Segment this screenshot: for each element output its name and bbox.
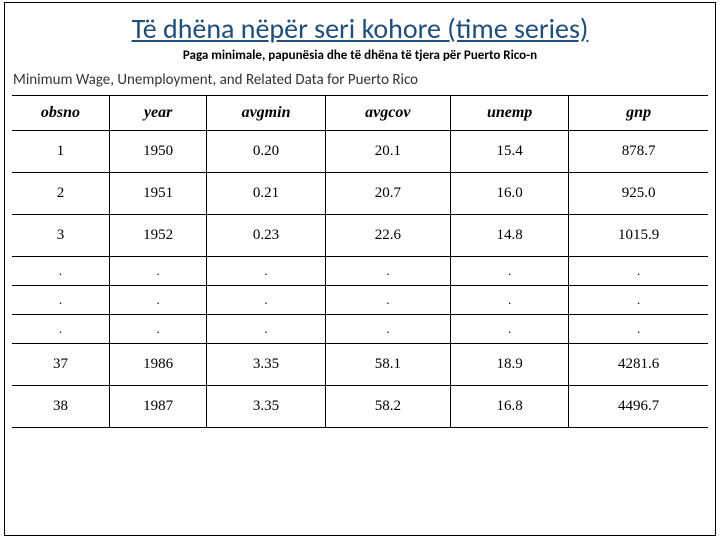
table-cell: .: [450, 257, 568, 286]
data-table: obsno year avgmin avgcov unemp gnp 11950…: [12, 95, 708, 428]
table-cell: .: [12, 315, 109, 344]
table-cell: 2: [12, 173, 109, 215]
table-cell: 38: [12, 386, 109, 428]
col-unemp: unemp: [450, 96, 568, 131]
col-obsno: obsno: [12, 96, 109, 131]
table-header-row: obsno year avgmin avgcov unemp gnp: [12, 96, 708, 131]
table-cell: 3.35: [207, 344, 325, 386]
table-row: ......: [12, 315, 708, 344]
slide-frame: Të dhëna nëpër seri kohore (time series)…: [4, 2, 716, 536]
table-cell: .: [207, 315, 325, 344]
table-row: ......: [12, 286, 708, 315]
table-cell: 18.9: [450, 344, 568, 386]
table-cell: .: [207, 257, 325, 286]
table-cell: .: [325, 257, 450, 286]
col-year: year: [109, 96, 206, 131]
table-cell: 58.1: [325, 344, 450, 386]
page-title: Të dhëna nëpër seri kohore (time series): [5, 3, 715, 46]
table-cell: 4496.7: [569, 386, 708, 428]
table-cell: .: [450, 286, 568, 315]
table-cell: 16.0: [450, 173, 568, 215]
table-cell: 0.20: [207, 131, 325, 173]
table-cell: 1950: [109, 131, 206, 173]
table-title: Minimum Wage, Unemployment, and Related …: [5, 71, 715, 95]
table-cell: 3.35: [207, 386, 325, 428]
table-cell: 0.23: [207, 215, 325, 257]
table-row: 119500.2020.115.4878.7: [12, 131, 708, 173]
table-cell: 16.8: [450, 386, 568, 428]
col-avgmin: avgmin: [207, 96, 325, 131]
table-cell: 20.1: [325, 131, 450, 173]
table-cell: 1951: [109, 173, 206, 215]
table-row: 219510.2120.716.0925.0: [12, 173, 708, 215]
table-cell: .: [109, 286, 206, 315]
table-row: 3719863.3558.118.94281.6: [12, 344, 708, 386]
table-cell: .: [12, 257, 109, 286]
table-cell: 4281.6: [569, 344, 708, 386]
table-cell: .: [109, 315, 206, 344]
table-cell: 1986: [109, 344, 206, 386]
table-cell: 1987: [109, 386, 206, 428]
table-row: 319520.2322.614.81015.9: [12, 215, 708, 257]
table-cell: 58.2: [325, 386, 450, 428]
table-cell: .: [569, 315, 708, 344]
table-cell: 0.21: [207, 173, 325, 215]
col-gnp: gnp: [569, 96, 708, 131]
table-cell: .: [325, 315, 450, 344]
table-cell: .: [325, 286, 450, 315]
table-cell: 20.7: [325, 173, 450, 215]
table-cell: .: [450, 315, 568, 344]
table-row: ......: [12, 257, 708, 286]
table-row: 3819873.3558.216.84496.7: [12, 386, 708, 428]
table-cell: .: [12, 286, 109, 315]
table-cell: 15.4: [450, 131, 568, 173]
table-cell: 37: [12, 344, 109, 386]
table-cell: 925.0: [569, 173, 708, 215]
table-cell: .: [109, 257, 206, 286]
table-cell: .: [569, 257, 708, 286]
col-avgcov: avgcov: [325, 96, 450, 131]
table-cell: 1015.9: [569, 215, 708, 257]
table-cell: 14.8: [450, 215, 568, 257]
table-cell: 1: [12, 131, 109, 173]
table-cell: 3: [12, 215, 109, 257]
page-subtitle: Paga minimale, papunësia dhe të dhëna të…: [5, 46, 715, 71]
table-cell: 1952: [109, 215, 206, 257]
table-cell: 878.7: [569, 131, 708, 173]
table-cell: 22.6: [325, 215, 450, 257]
table-cell: .: [569, 286, 708, 315]
table-cell: .: [207, 286, 325, 315]
